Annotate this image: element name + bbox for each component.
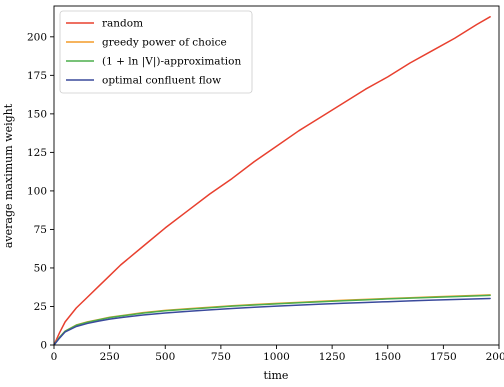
x-tick-label: 250 [100,351,120,363]
y-tick-label: 125 [27,147,47,159]
x-tick-label: 0 [51,351,58,363]
x-tick-label: 500 [155,351,175,363]
series-group [53,16,491,346]
legend-label: optimal confluent flow [102,75,221,87]
y-tick-label: 75 [34,224,47,236]
legend-label: (1 + ln |V|)-approximation [102,56,241,69]
x-tick-label: 750 [211,351,231,363]
x-tick-label: 1250 [319,351,346,363]
legend: random greedy power of choice (1 + ln |V|)… [59,10,253,94]
series-line-optimal-confluent-flow [53,297,491,346]
y-tick-label: 200 [27,31,47,43]
y-axis-label: average maximum weight [2,103,15,248]
legend-box [59,10,253,94]
x-axis-label: time [264,369,289,382]
legend-label: greedy power of choice [102,37,227,49]
legend-label: random [102,18,143,30]
x-tick-label: 1750 [430,351,457,363]
y-tick-label: 100 [27,185,47,197]
series-line-random [53,16,491,346]
y-tick-label: 175 [27,70,47,82]
y-tick-label: 25 [34,301,47,313]
y-tick-label: 50 [34,262,47,274]
x-tick-label: 1000 [263,351,290,363]
series-line-1-ln-v-approximation [53,294,491,346]
series-line-greedy-power-of-choice [53,294,491,346]
x-tick-label: 1500 [374,351,401,363]
y-tick-label: 0 [40,340,47,352]
y-tick-label: 150 [27,108,47,120]
